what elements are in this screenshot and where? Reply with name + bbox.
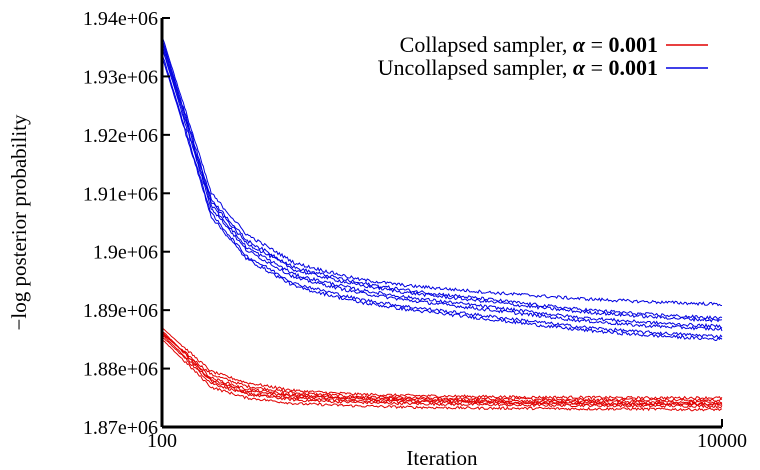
- uncollapsed-series-line: [161, 41, 723, 323]
- legend-label-uncollapsed-symbol: α: [573, 55, 586, 80]
- x-tick-label: 100: [147, 430, 177, 452]
- legend-label-collapsed-symbol: α: [573, 32, 586, 57]
- collapsed-series-line: [161, 334, 723, 407]
- x-axis-title: Iteration: [406, 446, 478, 470]
- legend-label-uncollapsed-text: Uncollapsed sampler,: [378, 55, 573, 80]
- uncollapsed-series-line: [161, 46, 723, 332]
- legend-entry-collapsed: Collapsed sampler, α = 0.001: [400, 32, 708, 57]
- collapsed-series-line: [161, 327, 723, 400]
- legend: Collapsed sampler, α = 0.001 Uncollapsed…: [378, 32, 708, 80]
- y-tick-label: 1.92e+06: [83, 125, 158, 147]
- legend-label-uncollapsed-eq: =: [585, 55, 608, 80]
- ticks-layer: 1.87e+06 1.88e+06 1.89e+06 1.9e+06 1.91e+06 1…: [83, 8, 747, 452]
- y-tick-label: 1.91e+06: [83, 183, 158, 205]
- collapsed-series-line: [161, 338, 723, 412]
- legend-entry-uncollapsed: Uncollapsed sampler, α = 0.001: [378, 55, 708, 80]
- uncollapsed-series-line: [161, 44, 723, 329]
- axes-layer: [160, 18, 722, 429]
- legend-label-collapsed-text: Collapsed sampler,: [400, 32, 573, 57]
- y-tick-label: 1.9e+06: [93, 242, 158, 264]
- y-tick-label: 1.93e+06: [83, 66, 158, 88]
- y-tick-label: 1.94e+06: [83, 8, 158, 30]
- uncollapsed-series-line: [161, 38, 723, 321]
- y-tick-label: 1.87e+06: [83, 417, 158, 439]
- legend-label-uncollapsed: Uncollapsed sampler, α = 0.001: [378, 55, 658, 80]
- x-tick-label: 10000: [697, 430, 747, 452]
- legend-label-collapsed-value: 0.001: [609, 32, 659, 57]
- collapsed-series-line: [161, 331, 723, 405]
- legend-label-collapsed: Collapsed sampler, α = 0.001: [400, 32, 658, 57]
- collapsed-series-line: [161, 330, 723, 407]
- y-axis-title: −log posterior probability: [7, 114, 31, 330]
- legend-label-collapsed-eq: =: [585, 32, 608, 57]
- y-tick-label: 1.89e+06: [83, 300, 158, 322]
- legend-label-uncollapsed-value: 0.001: [609, 55, 659, 80]
- series-layer: [161, 35, 723, 412]
- uncollapsed-series-line: [161, 35, 723, 307]
- y-tick-label: 1.88e+06: [83, 359, 158, 381]
- uncollapsed-series-line: [161, 52, 723, 339]
- uncollapsed-series-line: [161, 55, 723, 342]
